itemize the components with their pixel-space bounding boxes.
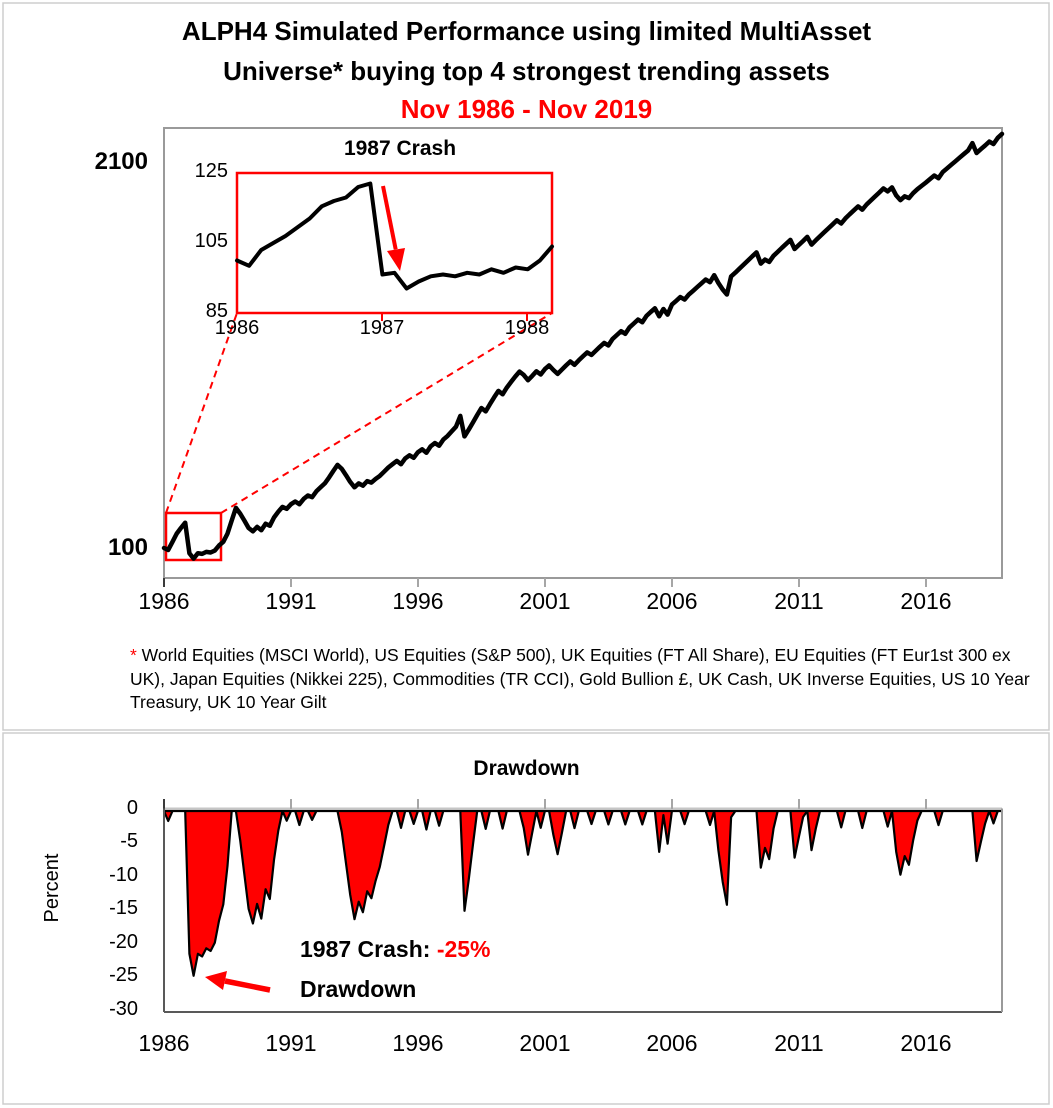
dd-y-label-neg20: -20	[109, 931, 138, 953]
inset-crash-arrow-shaft	[381, 185, 398, 250]
main-line	[161, 131, 1005, 561]
dd-y-label-neg30: -30	[109, 998, 138, 1020]
main-x-axis-ticks	[163, 578, 927, 587]
drawdown-annotation-line2: Drawdown	[300, 976, 417, 1002]
main-x-label-2006: 2006	[646, 588, 698, 614]
chart-subtitle-date-range: Nov 1986 - Nov 2019	[400, 94, 653, 124]
drawdown-title: Drawdown	[473, 757, 580, 780]
main-x-label-2001: 2001	[519, 588, 571, 614]
dd-x-label-2016: 2016	[900, 1030, 952, 1056]
dd-y-label-neg15: -15	[109, 897, 138, 919]
main-x-label-1986: 1986	[138, 588, 190, 614]
drawdown-area	[162, 809, 1004, 977]
inset-line	[235, 181, 554, 291]
main-x-label-2011: 2011	[774, 588, 824, 614]
annotation-prefix: 1987 Crash:	[300, 936, 437, 962]
chart-title-line2: Universe* buying top 4 strongest trendin…	[223, 56, 830, 86]
callout-dashed-line-right	[220, 312, 553, 514]
dd-y-label-neg10: -10	[109, 864, 138, 886]
dd-y-label-0: 0	[126, 797, 138, 819]
inset-x-label-1986: 1986	[214, 317, 260, 339]
dd-x-label-1986: 1986	[138, 1030, 190, 1056]
main-y-label-100: 100	[107, 534, 148, 561]
bottom-panel-frame	[2, 732, 1050, 1105]
dd-y-label-neg25: -25	[109, 964, 138, 986]
inset-title: 1987 Crash	[343, 137, 457, 160]
drawdown-y-axis-title: Percent	[41, 853, 63, 923]
dd-x-label-2001: 2001	[519, 1030, 571, 1056]
footnote-text: World Equities (MSCI World), US Equities…	[130, 645, 1030, 712]
drawdown-arrow-shaft	[224, 978, 271, 993]
inset-y-label-85: 85	[205, 300, 228, 322]
dd-y-label-neg5: -5	[120, 830, 138, 852]
drawdown-arrow-head	[205, 971, 227, 990]
inset-crash-arrow-head	[387, 248, 405, 271]
main-x-label-2016: 2016	[900, 588, 952, 614]
drawdown-x-axis-ticks	[163, 799, 927, 809]
dd-x-label-1996: 1996	[392, 1030, 444, 1056]
chart-title-line1: ALPH4 Simulated Performance using limite…	[181, 16, 872, 46]
main-plot-border	[163, 127, 1003, 579]
dd-x-label-2006: 2006	[646, 1030, 698, 1056]
main-x-label-1996: 1996	[392, 588, 444, 614]
dd-x-label-1991: 1991	[265, 1030, 317, 1056]
footnote-asterisk: *	[130, 645, 137, 665]
main-y-label-2100: 2100	[94, 148, 148, 175]
dd-x-label-2011: 2011	[774, 1030, 824, 1056]
main-x-label-1991: 1991	[265, 588, 317, 614]
inset-y-label-105: 105	[194, 230, 228, 252]
inset-y-label-125: 125	[194, 160, 228, 182]
drawdown-annotation-line1: 1987 Crash: -25%	[300, 936, 491, 963]
inset-x-label-1988: 1988	[504, 317, 550, 339]
annotation-value: -25%	[436, 936, 491, 962]
inset-x-label-1987: 1987	[359, 317, 405, 339]
footnote: * World Equities (MSCI World), US Equiti…	[130, 644, 1038, 715]
top-panel-frame	[2, 2, 1050, 731]
